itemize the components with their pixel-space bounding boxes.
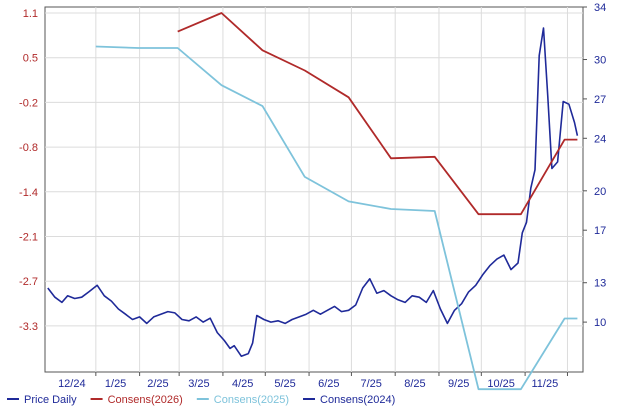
x-tick-label: 10/25 <box>487 378 515 390</box>
legend-item-label: Consens(2025) <box>214 394 289 406</box>
right-tick-label: 34 <box>594 2 606 14</box>
series-line-price-daily <box>47 27 579 358</box>
x-tick-label: 8/25 <box>404 378 425 390</box>
legend-item-label: Consens(2026) <box>108 394 183 406</box>
right-tick-label: 24 <box>594 133 606 145</box>
x-tick-label: 6/25 <box>318 378 339 390</box>
legend-item-label: Consens(2024) <box>320 394 395 406</box>
legend-item-label: Price Daily <box>24 394 77 406</box>
series-line-consens-2026 <box>177 12 578 216</box>
x-tick-label: 7/25 <box>360 378 381 390</box>
plot-area <box>44 6 584 373</box>
right-tick-label: 13 <box>594 278 606 290</box>
x-tick-label: 3/25 <box>188 378 209 390</box>
right-tick-label: 17 <box>594 225 606 237</box>
right-tick-label: 30 <box>594 55 606 67</box>
series-line-consens-2025 <box>95 45 578 391</box>
x-tick-label: 5/25 <box>274 378 295 390</box>
x-tick-label: 9/25 <box>448 378 469 390</box>
left-tick-label: 1.1 <box>23 8 38 20</box>
right-tick-label: 10 <box>594 317 606 329</box>
x-tick-label: 11/25 <box>532 378 559 390</box>
x-tick-label: 4/25 <box>232 378 253 390</box>
left-tick-label: -3.3 <box>19 321 38 333</box>
left-tick-label: -0.2 <box>19 97 38 109</box>
right-tick-label: 20 <box>594 186 606 198</box>
left-tick-label: -0.8 <box>19 142 38 154</box>
x-tick-label: 1/25 <box>105 378 126 390</box>
right-tick-label: 27 <box>594 94 606 106</box>
x-tick-label: 2/25 <box>147 378 168 390</box>
left-tick-label: -2.7 <box>19 276 38 288</box>
x-tick-label: 12/24 <box>58 378 86 390</box>
left-tick-label: 0.5 <box>23 53 38 65</box>
left-tick-label: -1.4 <box>19 187 38 199</box>
left-tick-label: -2.1 <box>19 232 38 244</box>
